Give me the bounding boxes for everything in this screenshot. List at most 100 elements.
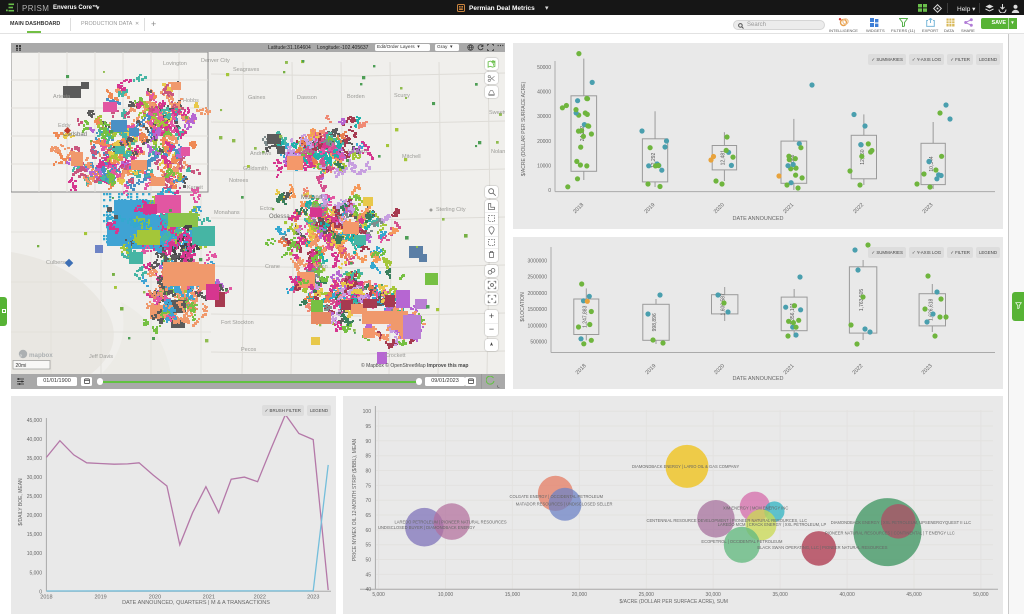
- svg-text:35,000: 35,000: [27, 456, 43, 462]
- svg-text:50,000: 50,000: [973, 592, 989, 598]
- svg-text:20000: 20000: [537, 139, 551, 145]
- svg-text:Dawson: Dawson: [297, 95, 317, 101]
- svg-text:2020: 2020: [713, 363, 726, 376]
- svg-text:15,000: 15,000: [505, 592, 521, 598]
- svg-text:2020: 2020: [149, 595, 161, 601]
- svg-text:Culberson: Culberson: [46, 260, 71, 266]
- svg-text:55: 55: [365, 543, 371, 549]
- svg-text:ECOPETROL | OCCIDENTAL PETROLE: ECOPETROL | OCCIDENTAL PETROLEUM: [701, 539, 783, 544]
- svg-text:Pecos: Pecos: [241, 347, 257, 353]
- svg-text:10000: 10000: [537, 163, 551, 169]
- svg-text:40,000: 40,000: [27, 437, 43, 443]
- svg-text:20,000: 20,000: [27, 513, 43, 519]
- svg-text:2022: 2022: [254, 595, 266, 601]
- svg-text:$/DAILY BOE, MEAN: $/DAILY BOE, MEAN: [18, 478, 24, 526]
- svg-text:Odessa: Odessa: [269, 214, 290, 220]
- svg-text:Eddy: Eddy: [58, 123, 71, 129]
- svg-text:Fort Stockton: Fort Stockton: [221, 320, 254, 326]
- svg-text:3000000: 3000000: [528, 259, 548, 265]
- svg-text:Crockett: Crockett: [385, 353, 406, 359]
- svg-text:Carlsbad: Carlsbad: [63, 132, 87, 138]
- svg-text:o: o: [20, 353, 23, 358]
- svg-text:DATE ANNOUNCED, QUARTERS | M &: DATE ANNOUNCED, QUARTERS | M & A TRANSAC…: [122, 600, 270, 606]
- svg-text:40,000: 40,000: [839, 592, 855, 598]
- svg-text:Martin: Martin: [300, 149, 315, 155]
- svg-text:100: 100: [363, 409, 372, 415]
- svg-text:Sweetwa: Sweetwa: [489, 110, 505, 116]
- svg-text:Nolan: Nolan: [491, 149, 505, 155]
- svg-text:Borden: Borden: [347, 94, 365, 100]
- svg-text:$/ACRE (DOLLAR PER SURFACE ACR: $/ACRE (DOLLAR PER SURFACE ACRE), SUM: [620, 599, 728, 605]
- svg-text:Lovington: Lovington: [163, 61, 187, 67]
- svg-text:50: 50: [365, 558, 371, 564]
- svg-text:90: 90: [365, 439, 371, 445]
- svg-text:2019: 2019: [94, 595, 106, 601]
- svg-text:mapbox: mapbox: [29, 352, 53, 359]
- svg-text:2023: 2023: [922, 202, 935, 215]
- svg-text:CENTENNIAL RESOURCE DEVELOPMEN: CENTENNIAL RESOURCE DEVELOPMENT | PIONEE…: [647, 518, 808, 523]
- svg-text:Midland: Midland: [308, 204, 327, 210]
- svg-text:25,000: 25,000: [27, 494, 43, 500]
- svg-text:2021: 2021: [203, 595, 215, 601]
- svg-text:DIAMONDBACK ENERGY | XXL PETRO: DIAMONDBACK ENERGY | XXL PETROLEUM, UPSE…: [831, 520, 971, 525]
- svg-text:Howard: Howard: [348, 149, 367, 155]
- svg-text:5,000: 5,000: [29, 570, 42, 576]
- svg-text:35,000: 35,000: [772, 592, 788, 598]
- svg-text:2500000: 2500000: [528, 275, 548, 281]
- svg-text:MATADOR RESOURCES | UNDISCLOSE: MATADOR RESOURCES | UNDISCLOSED SELLER: [516, 501, 613, 506]
- svg-text:12,481: 12,481: [720, 150, 726, 166]
- svg-text:DIAMONDBACK ENERGY | LARIO OIL: DIAMONDBACK ENERGY | LARIO OIL & GAS COM…: [632, 464, 739, 469]
- svg-text:0: 0: [39, 589, 42, 595]
- svg-text:© Mapbox © OpenStreetMap Impro: © Mapbox © OpenStreetMap Improve this ma…: [361, 362, 468, 369]
- svg-text:1500000: 1500000: [528, 307, 548, 313]
- svg-text:30000: 30000: [537, 114, 551, 120]
- svg-text:Goldsmith: Goldsmith: [243, 166, 268, 172]
- svg-text:XIM ENERGY | MCM ENERGY INC: XIM ENERGY | MCM ENERGY INC: [723, 505, 788, 510]
- svg-text:15,000: 15,000: [27, 532, 43, 538]
- svg-text:Kermit: Kermit: [187, 185, 203, 191]
- svg-text:45: 45: [365, 572, 371, 578]
- svg-text:10,000: 10,000: [438, 592, 454, 598]
- svg-text:0: 0: [548, 188, 551, 194]
- svg-text:20mi: 20mi: [16, 363, 27, 369]
- svg-text:2000000: 2000000: [528, 291, 548, 297]
- svg-text:2018: 2018: [575, 363, 588, 376]
- svg-text:45,000: 45,000: [27, 418, 43, 424]
- svg-text:65: 65: [365, 513, 371, 519]
- svg-text:45,000: 45,000: [906, 592, 922, 598]
- svg-text:70: 70: [365, 498, 371, 504]
- svg-text:80: 80: [365, 469, 371, 475]
- svg-text:Andrews: Andrews: [250, 151, 272, 157]
- svg-text:2023: 2023: [307, 595, 319, 601]
- svg-text:500000: 500000: [530, 340, 547, 346]
- svg-text:20,000: 20,000: [572, 592, 588, 598]
- svg-text:60: 60: [365, 528, 371, 534]
- svg-text:UNDISCLOSED BUYER | DIAMONDBAC: UNDISCLOSED BUYER | DIAMONDBACK ENERGY: [378, 525, 475, 530]
- svg-text:Hobbs: Hobbs: [183, 98, 199, 104]
- svg-text:Crane: Crane: [265, 264, 280, 270]
- svg-text:Artesia: Artesia: [53, 94, 71, 100]
- svg-text:10,000: 10,000: [27, 551, 43, 557]
- svg-text:1,356,101: 1,356,101: [790, 303, 796, 325]
- svg-text:2021: 2021: [783, 363, 796, 376]
- svg-text:1,763,505: 1,763,505: [859, 289, 865, 311]
- svg-text:2021: 2021: [782, 202, 795, 215]
- svg-text:30,000: 30,000: [27, 475, 43, 481]
- svg-text:Seagraves: Seagraves: [233, 67, 260, 73]
- svg-text:Mitchell: Mitchell: [402, 154, 421, 160]
- svg-text:Sterling City: Sterling City: [436, 207, 466, 213]
- svg-text:2022: 2022: [852, 202, 865, 215]
- svg-text:DATE ANNOUNCED: DATE ANNOUNCED: [733, 216, 784, 222]
- svg-text:COLGATE ENERGY | OCCIDENTAL PE: COLGATE ENERGY | OCCIDENTAL PETROLEUM: [510, 494, 604, 499]
- svg-text:5,000: 5,000: [372, 592, 385, 598]
- svg-text:Jeff Davis: Jeff Davis: [89, 354, 113, 360]
- svg-text:40000: 40000: [537, 90, 551, 96]
- svg-text:50000: 50000: [537, 65, 551, 71]
- svg-text:PIONEER NATURAL RESOURCES | CO: PIONEER NATURAL RESOURCES | CONTINENTAL …: [825, 531, 955, 536]
- svg-text:998,896: 998,896: [652, 313, 658, 331]
- svg-text:Scurry: Scurry: [394, 93, 410, 99]
- svg-text:1,247,883: 1,247,883: [582, 305, 588, 327]
- svg-text:30,000: 30,000: [706, 592, 722, 598]
- svg-text:2022: 2022: [852, 363, 865, 376]
- svg-text:2020: 2020: [713, 202, 726, 215]
